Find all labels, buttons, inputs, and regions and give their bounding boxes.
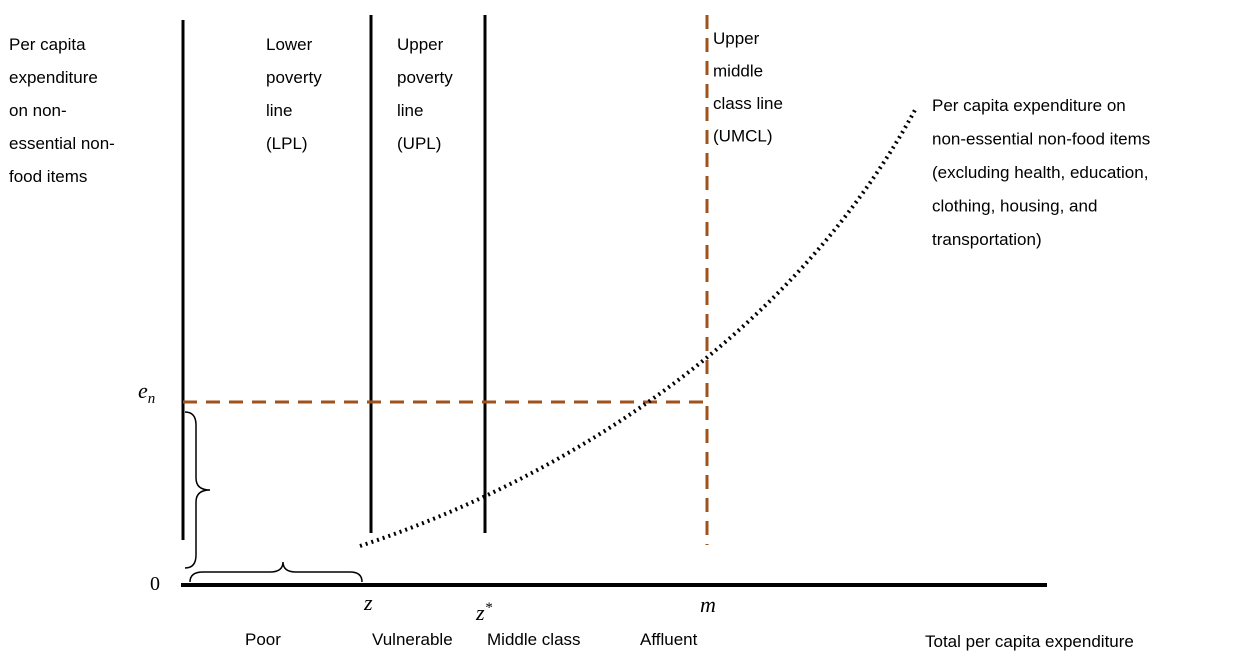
y-axis-label: Per capita <box>9 35 86 54</box>
upl-label: line <box>397 101 423 120</box>
x-axis-label: Total per capita expenditure <box>925 632 1134 651</box>
en-sub: n <box>148 391 156 407</box>
en-marker: en <box>138 378 155 407</box>
upl-label: Upper <box>397 35 444 54</box>
curve-label: Per capita expenditure on <box>932 96 1126 115</box>
category: Vulnerable <box>372 630 453 649</box>
curve-label: transportation) <box>932 230 1042 249</box>
lpl-label: poverty <box>266 68 322 87</box>
z-star-sup: * <box>485 600 493 616</box>
y-axis-label: food items <box>9 167 87 186</box>
upl-label: (UPL) <box>397 134 441 153</box>
upl-label: poverty <box>397 68 453 87</box>
category: Middle class <box>487 630 581 649</box>
category: Affluent <box>640 630 698 649</box>
category: Poor <box>245 630 281 649</box>
z-star-base: z <box>475 600 485 625</box>
curve-label: non-essential non-food items <box>932 130 1150 149</box>
y-axis-label: essential non- <box>9 134 115 153</box>
en-base: e <box>138 378 148 403</box>
z-marker: z <box>363 590 373 615</box>
umcl-label: class line <box>713 94 783 113</box>
lpl-label: line <box>266 101 292 120</box>
curve-label: (excluding health, education, <box>932 163 1148 182</box>
umcl-label: (UMCL) <box>713 127 773 146</box>
y-axis-label: on non- <box>9 101 67 120</box>
labels: Per capita expenditure on non-essential no… <box>9 29 1150 249</box>
lpl-label: Lower <box>266 35 313 54</box>
umcl-label: Upper <box>713 29 760 48</box>
umcl-label: middle <box>713 62 763 81</box>
m-marker: m <box>700 592 716 617</box>
curve-label: clothing, housing, and <box>932 197 1097 216</box>
expenditure-curve <box>359 109 917 548</box>
horizontal-brace <box>189 561 363 583</box>
origin-marker: 0 <box>150 573 160 595</box>
lpl-label: (LPL) <box>266 134 308 153</box>
vertical-brace <box>184 411 211 569</box>
z-star-marker: z* <box>475 600 493 625</box>
y-axis-label: expenditure <box>9 68 98 87</box>
